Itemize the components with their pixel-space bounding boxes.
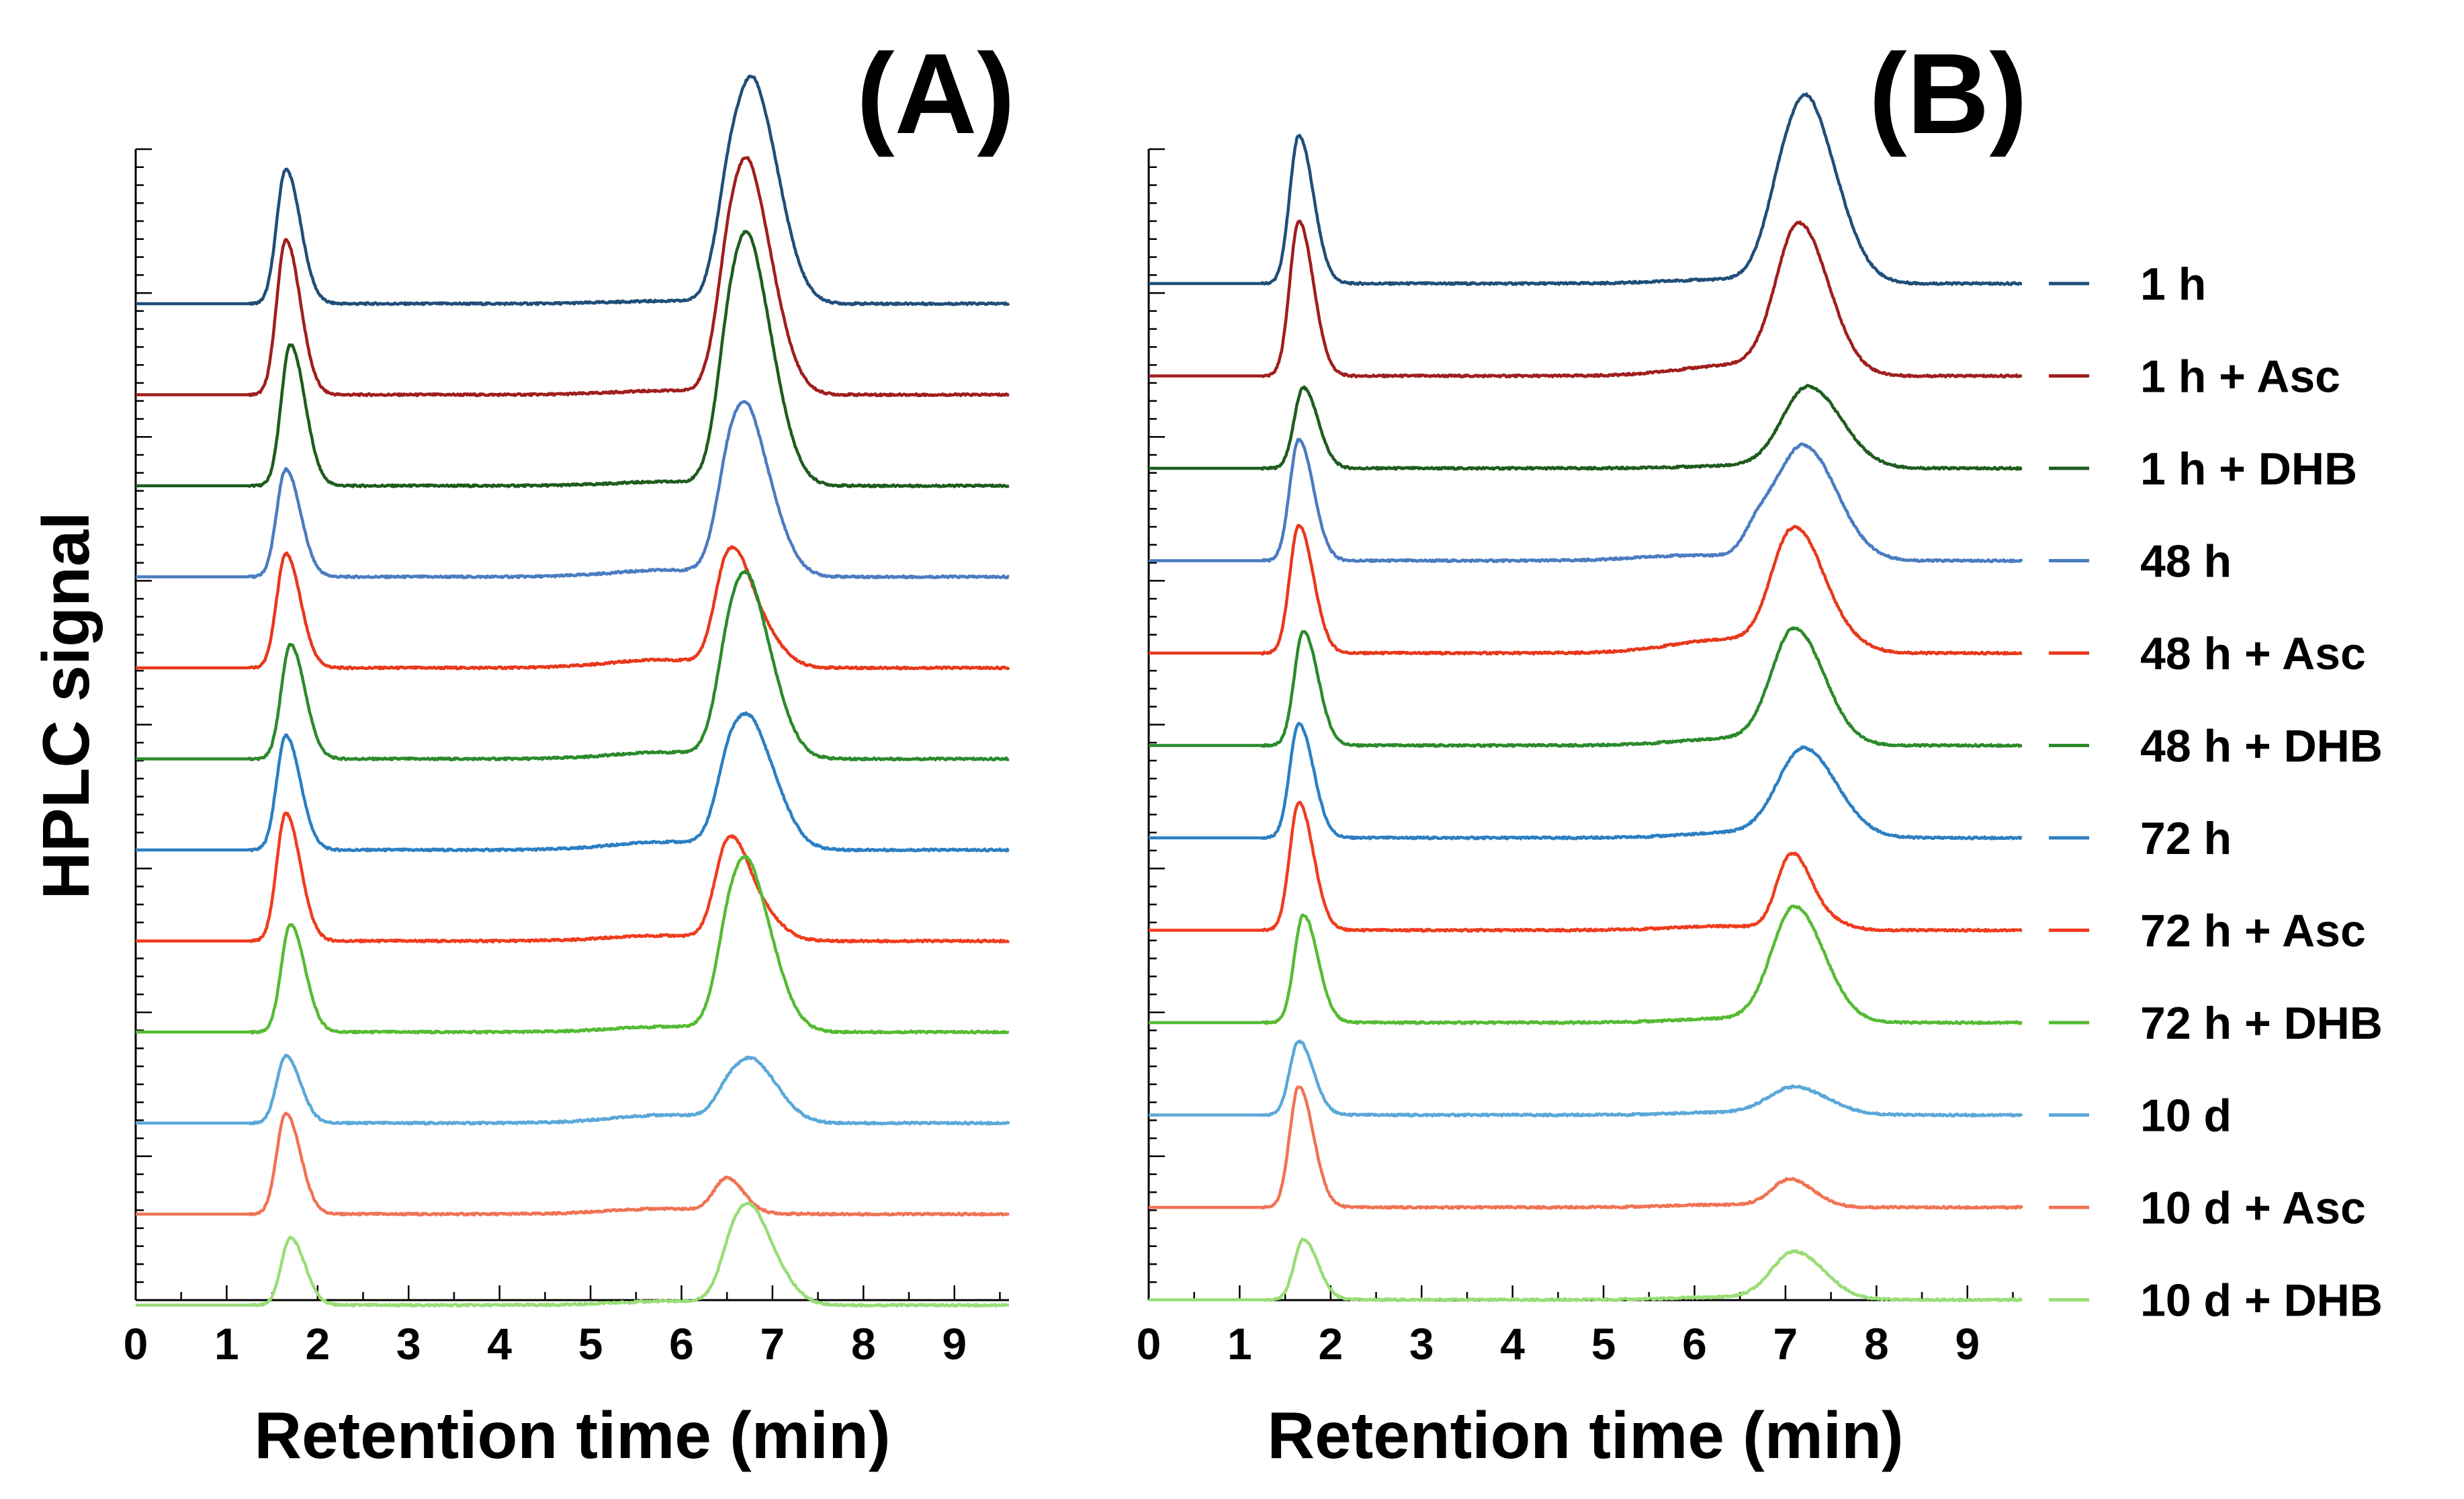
- trace-1-h: [135, 75, 1010, 306]
- x-tick-label: 0: [124, 1319, 148, 1369]
- trace-48-h-dhb: [135, 569, 1010, 762]
- trace-10-d-dhb: [135, 1201, 1010, 1308]
- trace-72-h-dhb: [135, 855, 1010, 1035]
- legend-label: 72 h + DHB: [2140, 998, 2383, 1049]
- x-tick-label: 9: [1955, 1319, 1980, 1369]
- trace-1-h: [1148, 92, 2023, 286]
- x-tick-label: 4: [487, 1319, 512, 1369]
- trace-1-h-asc: [135, 156, 1010, 398]
- x-tick-label: 7: [760, 1319, 785, 1369]
- x-tick-label: 7: [1773, 1319, 1798, 1369]
- x-tick-label: 5: [1591, 1319, 1616, 1369]
- trace-48-h-dhb: [1148, 626, 2023, 748]
- panel-title: (A): [856, 30, 1015, 158]
- trace-48-h: [1148, 437, 2023, 564]
- trace-48-h-asc: [1148, 523, 2023, 656]
- x-tick-label: 0: [1137, 1319, 1161, 1369]
- trace-10-d-asc: [135, 1111, 1010, 1217]
- trace-48-h-asc: [135, 545, 1010, 671]
- trace-10-d-asc: [1148, 1085, 2023, 1210]
- x-tick-label: 6: [1682, 1319, 1707, 1369]
- legend-label: 1 h: [2140, 259, 2206, 310]
- trace-10-d: [135, 1054, 1010, 1126]
- legend-label: 48 h + DHB: [2140, 721, 2383, 772]
- trace-72-h-asc: [135, 811, 1010, 944]
- x-tick-label: 9: [942, 1319, 967, 1369]
- trace-10-d-dhb: [1148, 1237, 2023, 1303]
- legend-label: 10 d + Asc: [2140, 1183, 2366, 1234]
- x-tick-label: 3: [396, 1319, 421, 1369]
- panel-title: (B): [1869, 30, 2027, 158]
- x-tick-label: 5: [578, 1319, 603, 1369]
- x-tick-label: 2: [1318, 1319, 1343, 1369]
- legend-label: 48 h: [2140, 536, 2232, 587]
- x-axis-label: Retention time (min): [254, 1398, 890, 1472]
- trace-72-h: [1148, 722, 2023, 841]
- x-tick-label: 1: [214, 1319, 239, 1369]
- x-axis-label: Retention time (min): [1267, 1398, 1903, 1472]
- legend-label: 72 h: [2140, 813, 2232, 864]
- trace-1-h-dhb: [135, 230, 1010, 488]
- x-tick-label: 1: [1227, 1319, 1252, 1369]
- y-axis-label: HPLC signal: [29, 511, 103, 899]
- trace-72-h-asc: [1148, 800, 2023, 933]
- trace-10-d: [1148, 1039, 2023, 1118]
- x-tick-label: 3: [1409, 1319, 1434, 1369]
- legend-label: 1 h + Asc: [2140, 351, 2340, 402]
- legend-label: 48 h + Asc: [2140, 628, 2366, 679]
- trace-72-h-dhb: [1148, 904, 2023, 1025]
- x-tick-label: 8: [851, 1319, 876, 1369]
- trace-48-h: [135, 400, 1010, 580]
- x-tick-label: 6: [669, 1319, 694, 1369]
- legend-label: 10 d + DHB: [2140, 1275, 2383, 1326]
- legend-label: 1 h + DHB: [2140, 443, 2357, 495]
- trace-1-h-asc: [1148, 219, 2023, 379]
- x-tick-label: 4: [1500, 1319, 1525, 1369]
- trace-72-h: [135, 711, 1010, 853]
- legend-label: 72 h + Asc: [2140, 906, 2366, 957]
- legend-label: 10 d: [2140, 1090, 2232, 1142]
- trace-1-h-dhb: [1148, 384, 2023, 471]
- x-tick-label: 8: [1864, 1319, 1889, 1369]
- x-tick-label: 2: [305, 1319, 330, 1369]
